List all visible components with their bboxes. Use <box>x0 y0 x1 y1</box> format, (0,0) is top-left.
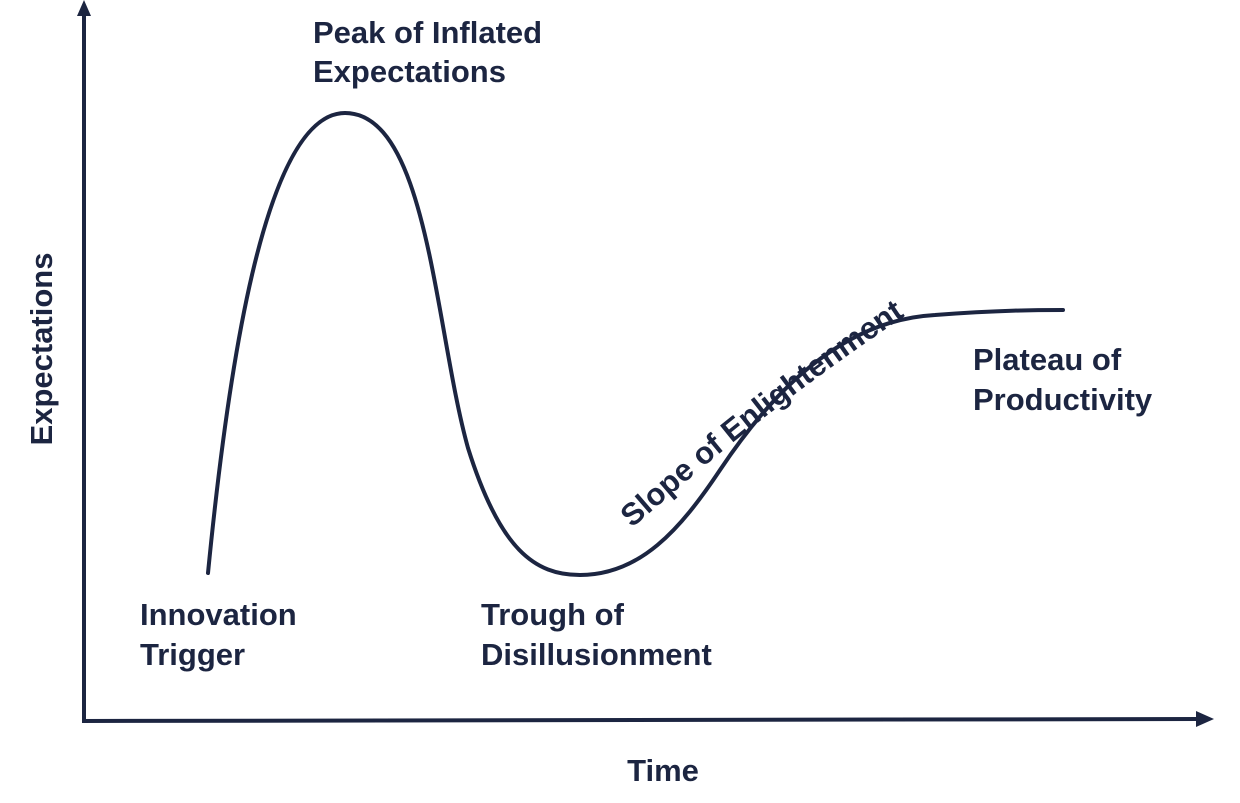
innovation-trigger-label-line-2: Trigger <box>140 637 245 672</box>
plateau-label-line-2: Productivity <box>973 382 1153 417</box>
y-axis-arrow-icon <box>77 0 91 16</box>
slope-label-text: Slope of Enlightenment <box>614 293 909 534</box>
peak-label-line-2: Expectations <box>313 54 506 89</box>
y-axis-label: Expectations <box>24 253 59 446</box>
plateau-label-line-1: Plateau of <box>973 342 1122 377</box>
slope-label: Slope of Enlightenment <box>614 293 909 534</box>
x-axis <box>81 717 1199 723</box>
x-axis-arrow-icon <box>1196 711 1214 727</box>
peak-label-line-1: Peak of Inflated <box>313 15 542 50</box>
trough-label-line-2: Disillusionment <box>481 637 712 672</box>
innovation-trigger-label-line-1: Innovation <box>140 597 297 632</box>
trough-label-line-1: Trough of <box>481 597 625 632</box>
hype-curve <box>206 110 1065 578</box>
x-axis-label: Time <box>627 753 699 788</box>
